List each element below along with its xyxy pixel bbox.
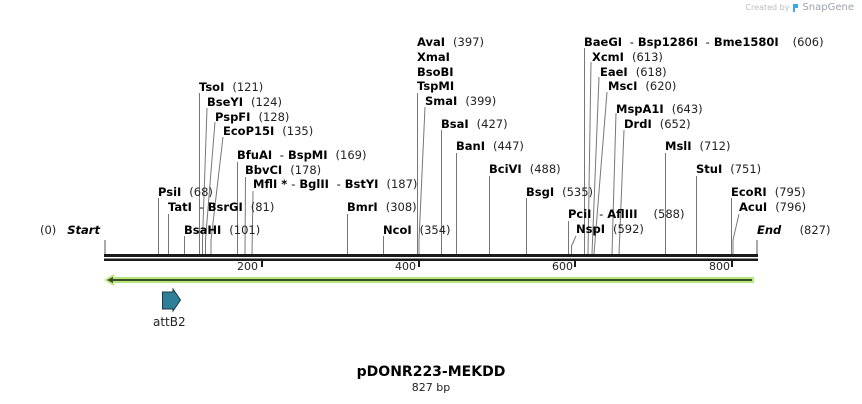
site-label-bbvci[interactable]: BbvCI (178) [245,163,322,177]
site-label-ecop15i[interactable]: EcoP15I (135) [223,124,314,138]
map-start-label: (0) Start [40,223,100,237]
site-label-pspfi[interactable]: PspFI (128) [215,110,290,124]
site-label-bmri[interactable]: BmrI (308) [347,200,417,214]
site-label-ncoi[interactable]: NcoI (354) [383,223,451,237]
tick-label-800: 800 [709,260,730,273]
plasmid-name: pDONR223-MEKDD [356,364,506,380]
site-label-baegi-bsp1286i-bme1580i[interactable]: BaeGI - Bsp1286I - Bme1580I (606) [584,35,824,49]
end-text: End [757,223,782,237]
scale-ticks [261,261,733,267]
tick-label-200: 200 [237,260,258,273]
site-label-smai[interactable]: SmaI (399) [425,94,497,108]
site-label-bsobi[interactable]: BsoBI [417,65,454,79]
site-label-drdi[interactable]: DrdI (652) [624,117,691,131]
site-label-stui[interactable]: StuI (751) [696,162,762,176]
feature-label-attb2[interactable]: attB2 [153,315,186,329]
site-label-bcivi[interactable]: BciVI (488) [489,162,561,176]
site-label-nspi[interactable]: NspI (592) [576,222,644,236]
site-label-tsoi[interactable]: TsoI (121) [199,80,264,94]
site-label-bfuai-bspmi[interactable]: BfuAI - BspMI (169) [237,148,367,162]
end-position: (827) [799,223,831,237]
snapgene-logo-icon [793,3,799,12]
site-lines [104,48,758,255]
site-label-xmai[interactable]: XmaI [417,50,450,64]
site-label-eaei[interactable]: EaeI (618) [600,65,667,79]
site-label-xcmi[interactable]: XcmI (613) [592,50,663,64]
site-label-mfli-bglii-bstyi[interactable]: MflI * - BglII - BstYI (187) [253,177,418,191]
site-label-bsgi[interactable]: BsgI (535) [526,185,594,199]
plasmid-length: 827 bp [411,381,451,394]
start-position: (0) [40,223,57,237]
watermark-prefix: Created by [745,3,790,12]
site-label-ecori[interactable]: EcoRI (795) [731,185,806,199]
site-label-pcii-afliii[interactable]: PciI - AflIII (588) [568,207,685,221]
site-label-bani[interactable]: BanI (447) [456,139,524,153]
watermark-brand: SnapGene [802,2,854,13]
site-label-msli[interactable]: MslI (712) [665,139,731,153]
snapgene-watermark: Created by SnapGene [745,2,854,13]
site-label-acui[interactable]: AcuI (796) [739,200,807,214]
map-end-label: End (827) [757,223,831,237]
site-label-psii[interactable]: PsiI (68) [158,185,213,199]
reverse-feature-arrow [104,274,754,286]
site-label-tati-bsrgi[interactable]: TatI - BsrGI (81) [168,200,275,214]
site-label-avai[interactable]: AvaI (397) [417,35,484,49]
site-label-bsai[interactable]: BsaI (427) [441,117,508,131]
site-label-bsahi[interactable]: BsaHI (101) [184,223,261,237]
start-text: Start [67,223,100,237]
tick-label-400: 400 [395,260,416,273]
tick-label-600: 600 [552,260,573,273]
site-label-mspa1i[interactable]: MspA1I (643) [616,102,703,116]
backbone [104,254,758,261]
attB2-feature-arrow [162,287,182,313]
site-label-tspmi[interactable]: TspMI [417,79,455,93]
site-label-bseyi[interactable]: BseYI (124) [207,95,282,109]
site-label-msci[interactable]: MscI (620) [608,79,677,93]
